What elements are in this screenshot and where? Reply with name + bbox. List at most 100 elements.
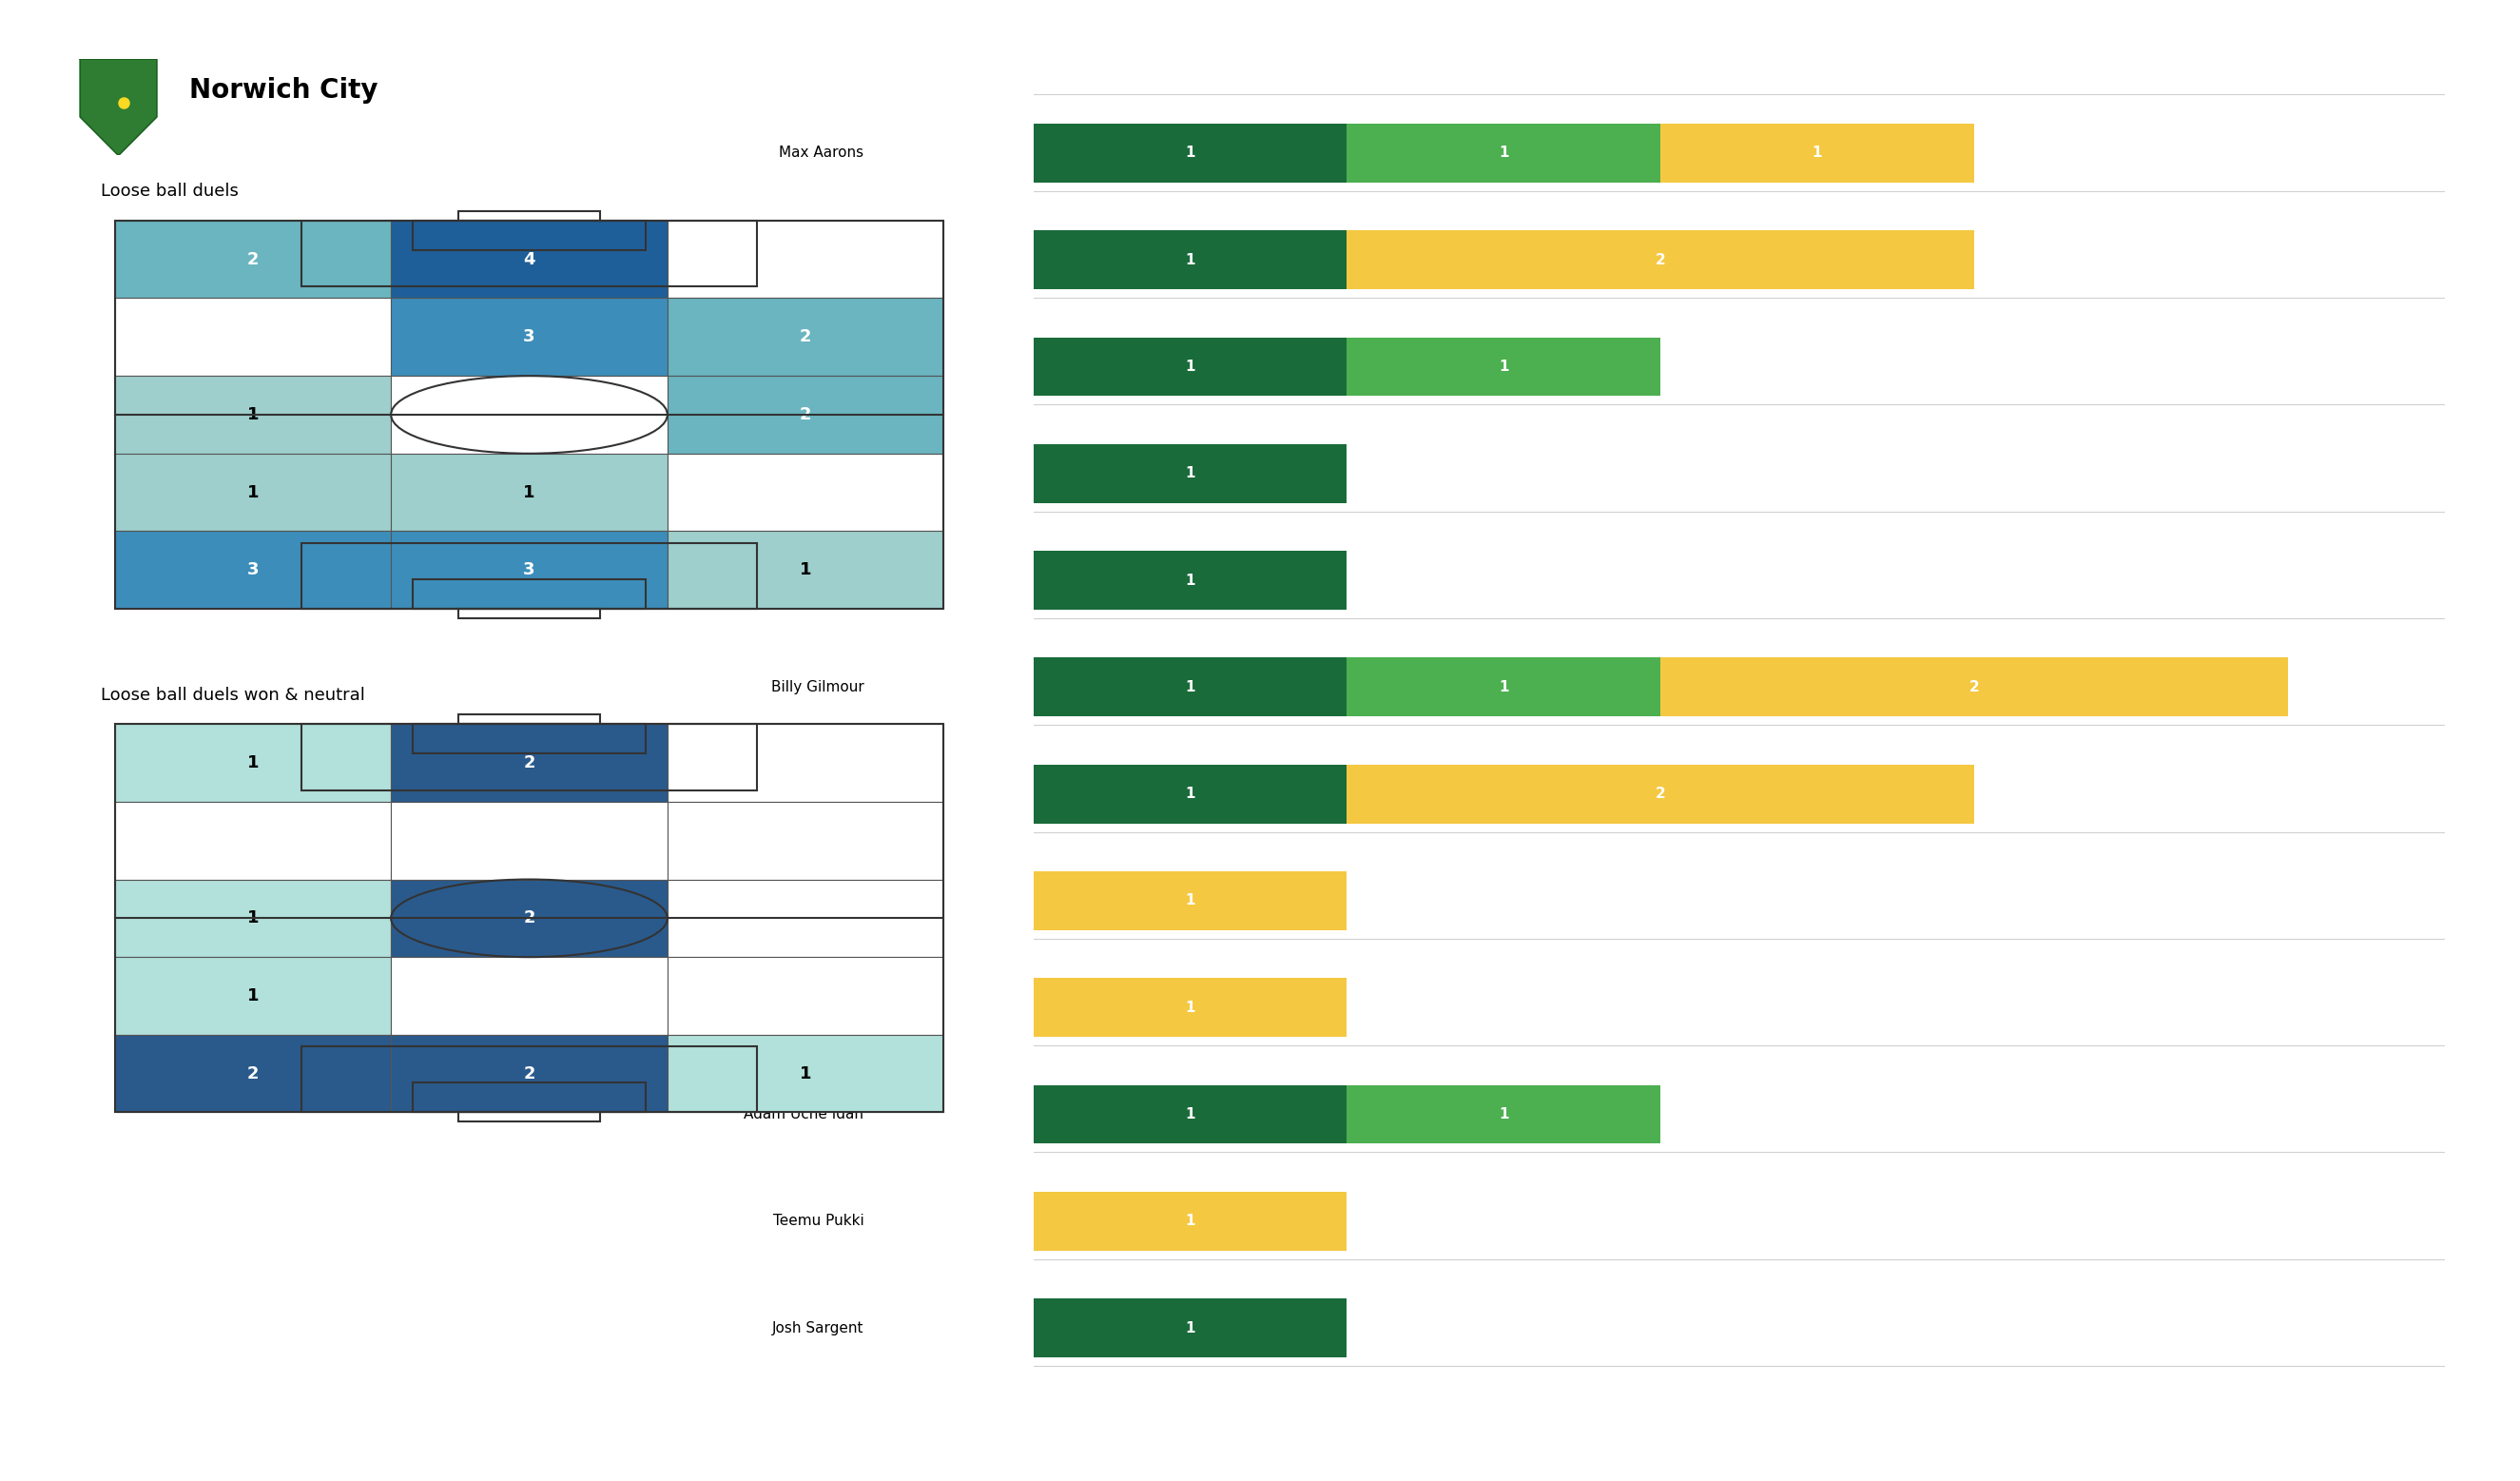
- Bar: [459, 1112, 600, 1121]
- Bar: [113, 376, 391, 453]
- Bar: [113, 221, 391, 298]
- Text: 1: 1: [1184, 1108, 1194, 1121]
- Bar: [113, 532, 391, 609]
- Text: 2: 2: [247, 1065, 260, 1083]
- Bar: [113, 801, 391, 880]
- Legend: lost, neutral, won: lost, neutral, won: [2379, 1478, 2467, 1481]
- Bar: [1033, 1192, 1346, 1250]
- Bar: [668, 880, 945, 957]
- Bar: [1033, 123, 1346, 182]
- Text: 1: 1: [247, 988, 260, 1004]
- Bar: [1033, 338, 1346, 395]
- Bar: [113, 724, 391, 801]
- Text: Jacob  Lungi Sørensen: Jacob Lungi Sørensen: [703, 1001, 864, 1014]
- Bar: [668, 724, 945, 801]
- Bar: [391, 532, 668, 609]
- Text: 3: 3: [524, 329, 534, 345]
- Bar: [1661, 123, 1973, 182]
- Text: 2: 2: [524, 1065, 534, 1083]
- Bar: [302, 221, 756, 286]
- Bar: [459, 609, 600, 618]
- Bar: [668, 801, 945, 880]
- Text: 1: 1: [1184, 360, 1194, 373]
- Bar: [391, 957, 668, 1035]
- Bar: [413, 724, 645, 754]
- Text: Loose ball duels: Loose ball duels: [101, 182, 239, 200]
- Bar: [1346, 123, 1661, 182]
- Bar: [302, 544, 756, 609]
- Text: Norwich City: Norwich City: [189, 77, 378, 104]
- Bar: [413, 579, 645, 609]
- Bar: [113, 957, 391, 1035]
- Bar: [668, 957, 945, 1035]
- Bar: [391, 453, 668, 532]
- Bar: [668, 221, 945, 298]
- Text: 1: 1: [1184, 1001, 1194, 1014]
- Text: 1: 1: [799, 561, 811, 579]
- Bar: [668, 1035, 945, 1112]
- Text: 1: 1: [1184, 786, 1194, 801]
- Text: 1: 1: [1499, 360, 1509, 373]
- Bar: [1346, 1086, 1661, 1143]
- Text: Billy Gilmour: Billy Gilmour: [771, 680, 864, 695]
- Polygon shape: [81, 59, 156, 156]
- Text: 1: 1: [1184, 680, 1194, 695]
- Bar: [1033, 551, 1346, 610]
- Text: Ben Gibson: Ben Gibson: [781, 573, 864, 588]
- Text: Josh Sargent: Josh Sargent: [771, 1321, 864, 1336]
- Text: 2: 2: [1968, 680, 1978, 695]
- Bar: [668, 532, 945, 609]
- Text: Andrew Omobamidele: Andrew Omobamidele: [703, 253, 864, 267]
- Text: Loose ball duels won & neutral: Loose ball duels won & neutral: [101, 686, 365, 703]
- Text: 2: 2: [1656, 253, 1666, 267]
- Text: 4: 4: [524, 250, 534, 268]
- Bar: [1033, 1299, 1346, 1358]
- Bar: [1033, 871, 1346, 930]
- Text: 1: 1: [1499, 145, 1509, 160]
- Bar: [1346, 231, 1973, 289]
- Text: Grant Hanley: Grant Hanley: [769, 360, 864, 373]
- Bar: [391, 724, 668, 801]
- Bar: [391, 880, 668, 957]
- Text: 2: 2: [524, 754, 534, 772]
- Bar: [1033, 977, 1346, 1037]
- Text: 1: 1: [1184, 467, 1194, 480]
- Bar: [459, 212, 600, 221]
- Text: 1: 1: [799, 1065, 811, 1083]
- Text: 1: 1: [524, 484, 534, 501]
- Bar: [1346, 658, 1661, 717]
- Text: Brandon Williams: Brandon Williams: [736, 467, 864, 480]
- Text: Kieran Dowell: Kieran Dowell: [764, 893, 864, 908]
- Bar: [391, 376, 668, 453]
- Bar: [1033, 764, 1346, 823]
- Bar: [302, 1047, 756, 1112]
- Text: 1: 1: [1184, 573, 1194, 588]
- Bar: [413, 1083, 645, 1112]
- Text: 1: 1: [247, 406, 260, 424]
- Text: 1: 1: [1184, 893, 1194, 908]
- Bar: [391, 1035, 668, 1112]
- Bar: [113, 453, 391, 532]
- Bar: [413, 221, 645, 250]
- Bar: [668, 298, 945, 376]
- Bar: [668, 376, 945, 453]
- Text: 2: 2: [524, 909, 534, 927]
- Bar: [1033, 444, 1346, 504]
- Text: Adam Uche Idah: Adam Uche Idah: [743, 1108, 864, 1121]
- Text: 1: 1: [1184, 253, 1194, 267]
- Bar: [1346, 764, 1973, 823]
- Bar: [459, 715, 600, 724]
- Bar: [113, 298, 391, 376]
- Text: 3: 3: [247, 561, 260, 579]
- Text: 2: 2: [1656, 786, 1666, 801]
- Text: 1: 1: [1184, 1214, 1194, 1228]
- Bar: [391, 221, 668, 298]
- Text: 3: 3: [524, 561, 534, 579]
- Text: Teemu Pukki: Teemu Pukki: [774, 1214, 864, 1228]
- Bar: [391, 298, 668, 376]
- Text: 2: 2: [799, 329, 811, 345]
- Bar: [302, 724, 756, 789]
- Text: 1: 1: [1184, 145, 1194, 160]
- Text: 2: 2: [247, 250, 260, 268]
- Text: 1: 1: [247, 484, 260, 501]
